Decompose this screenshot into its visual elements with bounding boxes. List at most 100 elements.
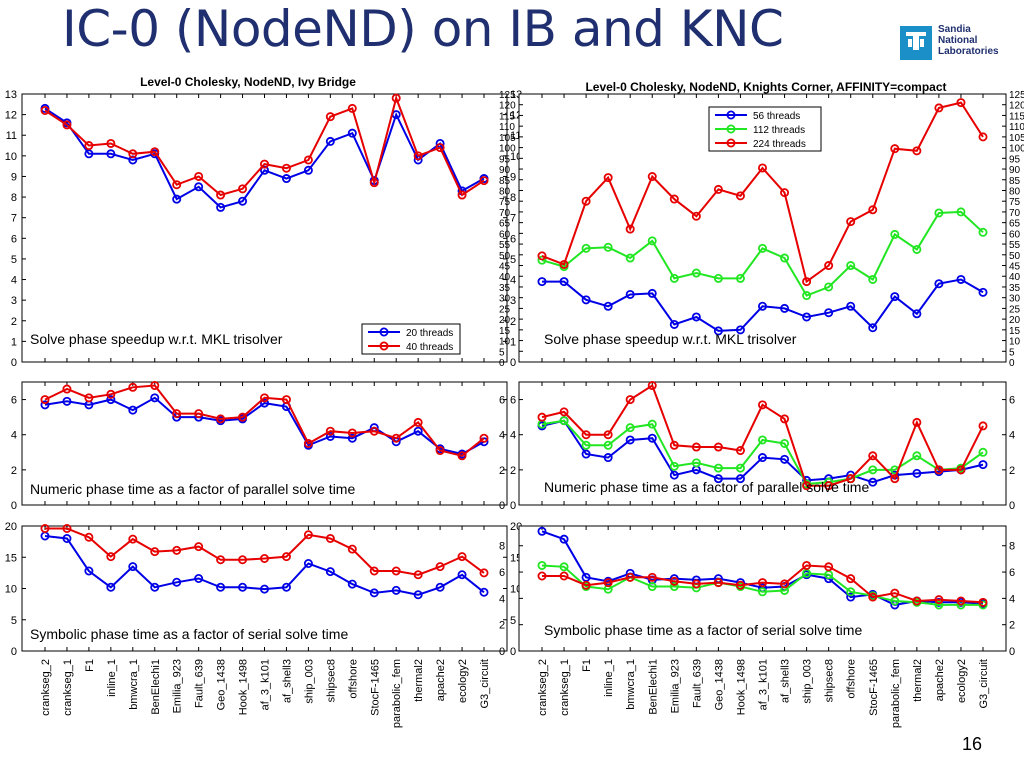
y-tick-label: 105 — [499, 133, 516, 144]
x-tick-label: Hook_1498 — [735, 659, 747, 715]
data-point — [150, 582, 160, 592]
data-point — [978, 132, 988, 142]
data-point — [669, 273, 679, 283]
data-point — [713, 474, 723, 484]
data-point — [537, 251, 547, 261]
data-point — [890, 144, 900, 154]
y-tick-label: 35 — [499, 283, 511, 294]
y-tick-label: 25 — [499, 304, 511, 315]
x-tick-label: StocF-1465 — [369, 659, 381, 716]
y-tick-label: 15 — [5, 552, 17, 564]
data-point — [479, 176, 489, 186]
x-tick-label: af_shell3 — [780, 659, 792, 703]
data-point — [956, 98, 966, 108]
phase-annotation: Solve phase speedup w.r.t. MKL trisolver — [30, 331, 283, 347]
legend-label: 20 threads — [406, 328, 453, 339]
data-point — [669, 440, 679, 450]
y-tick-label: 6 — [11, 395, 17, 407]
data-point — [603, 578, 613, 588]
series-line-56-threads — [541, 419, 984, 484]
data-point — [758, 587, 768, 597]
x-tick-label: thermal2 — [413, 659, 425, 702]
y-tick-label: 75 — [499, 197, 511, 208]
data-point — [194, 542, 204, 552]
series-line-112-threads — [541, 564, 983, 606]
data-point — [479, 433, 489, 443]
data-point — [84, 532, 94, 542]
x-tick-label: StocF-1465 — [868, 659, 880, 716]
x-tick-label: inline_1 — [603, 659, 615, 697]
data-point — [281, 552, 291, 562]
y-tick-label: 10 — [5, 584, 17, 596]
data-point — [172, 577, 182, 587]
data-point — [713, 273, 723, 283]
y-tick-label: 3 — [11, 295, 17, 307]
data-point — [978, 460, 988, 470]
y-tick-label: 0 — [11, 646, 17, 658]
data-point — [713, 578, 723, 588]
y-tick-label: 50 — [499, 251, 511, 262]
data-point — [802, 560, 812, 570]
data-point — [259, 554, 269, 564]
data-point — [479, 568, 489, 578]
data-point — [735, 273, 745, 283]
data-point — [40, 524, 50, 534]
data-point — [347, 428, 357, 438]
data-point — [868, 477, 878, 487]
data-point — [303, 165, 313, 175]
data-point — [347, 579, 357, 589]
data-point — [912, 146, 922, 156]
data-point — [581, 295, 591, 305]
data-point — [303, 530, 313, 540]
legend-marker — [379, 341, 389, 351]
data-point — [581, 449, 591, 459]
y-tick-label: 120 — [499, 101, 516, 112]
x-tick-label: offshore — [846, 659, 858, 699]
x-tick-label: BenElechi1 — [647, 659, 659, 715]
data-point — [391, 433, 401, 443]
x-tick-label: shipsec8 — [325, 659, 337, 702]
y-tick-label: 2 — [11, 465, 17, 477]
y-tick-label: 4 — [11, 275, 17, 287]
y-tick-label: 115 — [499, 111, 515, 122]
data-point — [846, 301, 856, 311]
data-point — [669, 461, 679, 471]
y-tick-label: 65 — [1009, 219, 1021, 230]
data-point — [457, 190, 467, 200]
series-line-40-threads — [45, 527, 485, 576]
data-point — [172, 180, 182, 190]
data-point — [106, 395, 116, 405]
y-tick-label: 110 — [1009, 122, 1024, 133]
phase-annotation: Numeric phase time as a factor of parall… — [544, 479, 869, 495]
data-point — [868, 205, 878, 215]
data-point — [172, 409, 182, 419]
data-point — [625, 395, 635, 405]
y-tick-label: 40 — [499, 272, 511, 283]
data-point — [581, 440, 591, 450]
data-point — [106, 389, 116, 399]
data-point — [868, 451, 878, 461]
series-line-112-threads — [541, 210, 984, 297]
y-tick-label: 8 — [11, 192, 17, 204]
data-point — [780, 253, 790, 263]
data-point — [846, 574, 856, 584]
data-point — [912, 596, 922, 606]
data-point — [956, 596, 966, 606]
y-tick-label: 3 — [510, 295, 516, 307]
x-tick-label: Geo_1438 — [216, 659, 228, 710]
y-tick-label: 8 — [510, 192, 516, 204]
legend-label: 40 threads — [406, 342, 453, 353]
data-point — [325, 431, 335, 441]
data-point — [106, 149, 116, 159]
series-line-40-threads — [44, 94, 485, 197]
data-point — [303, 559, 313, 569]
x-tick-label: F1 — [581, 659, 593, 672]
y-tick-label: 85 — [499, 176, 511, 187]
data-point — [647, 419, 657, 429]
data-point — [934, 465, 944, 475]
data-point — [194, 182, 204, 192]
y-tick-label: 2 — [499, 620, 505, 632]
y-tick-label: 0 — [1009, 500, 1015, 512]
